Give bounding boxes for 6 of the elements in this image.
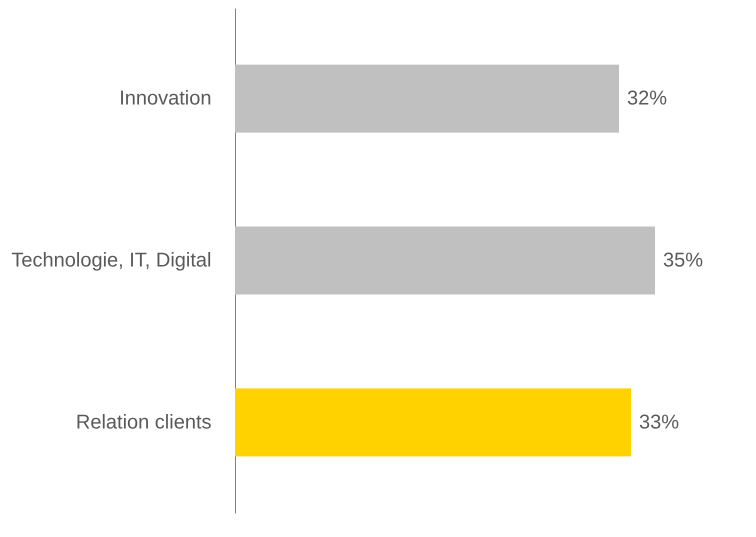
data-label: 32%	[627, 88, 668, 110]
y-tick-label: Relation clients	[76, 411, 212, 434]
data-label: 33%	[639, 411, 680, 434]
data-label: 35%	[663, 250, 704, 272]
y-tick-label: Innovation	[119, 88, 212, 110]
y-tick-label: Technologie, IT, Digital	[11, 250, 212, 272]
